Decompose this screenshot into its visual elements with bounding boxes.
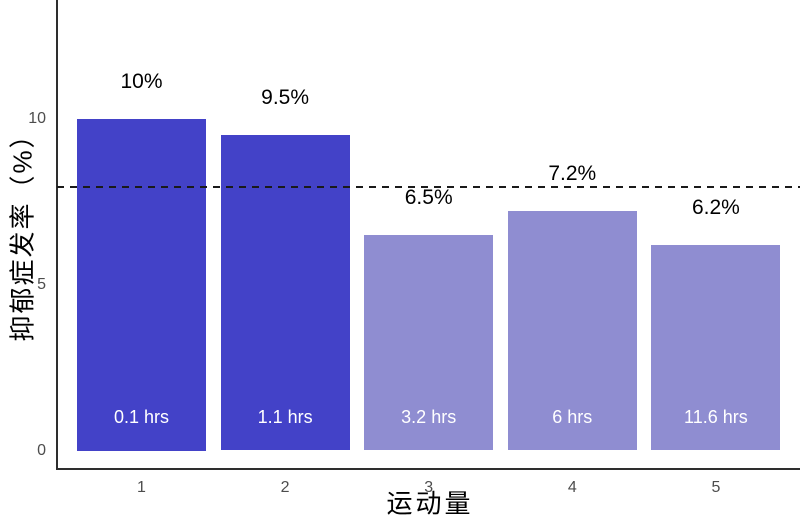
y-tick-label: 5: [37, 275, 46, 293]
bar-hours-annotation: 11.6 hrs: [684, 407, 748, 427]
x-tick-label: 5: [711, 479, 721, 496]
reference-dashed-line: [57, 185, 800, 188]
x-axis-title: 运动量: [386, 488, 474, 519]
bar-value-label: 6.5%: [404, 185, 453, 209]
bar-hours-annotation: 1.1 hrs: [257, 407, 313, 427]
x-tick-label: 2: [280, 479, 290, 496]
bar-category-4: [507, 211, 637, 451]
bar-value-label: 10%: [120, 69, 163, 93]
x-tick-label: 1: [137, 479, 146, 496]
bar-hours-annotation: 3.2 hrs: [401, 407, 457, 427]
bar-value-label: 9.5%: [261, 86, 310, 110]
bar-hours-annotation: 6 hrs: [552, 407, 593, 427]
y-axis-line: [56, 0, 58, 470]
y-tick-label: 10: [28, 109, 46, 127]
bar-value-label: 6.2%: [691, 195, 740, 219]
bar-category-3: [364, 234, 494, 451]
x-tick-label: 3: [424, 479, 434, 496]
bar-hours-annotation: 0.1 hrs: [113, 407, 170, 427]
x-tick-label: 4: [567, 479, 577, 496]
bar-category-2: [220, 135, 350, 451]
y-tick-label: 0: [37, 441, 46, 459]
x-axis-line: [56, 468, 800, 470]
bar-value-label: 7.2%: [548, 162, 597, 186]
bar-category-5: [651, 244, 781, 451]
y-axis-title: 抑郁症发率（%）: [7, 120, 38, 342]
bar-category-1: [77, 118, 206, 451]
